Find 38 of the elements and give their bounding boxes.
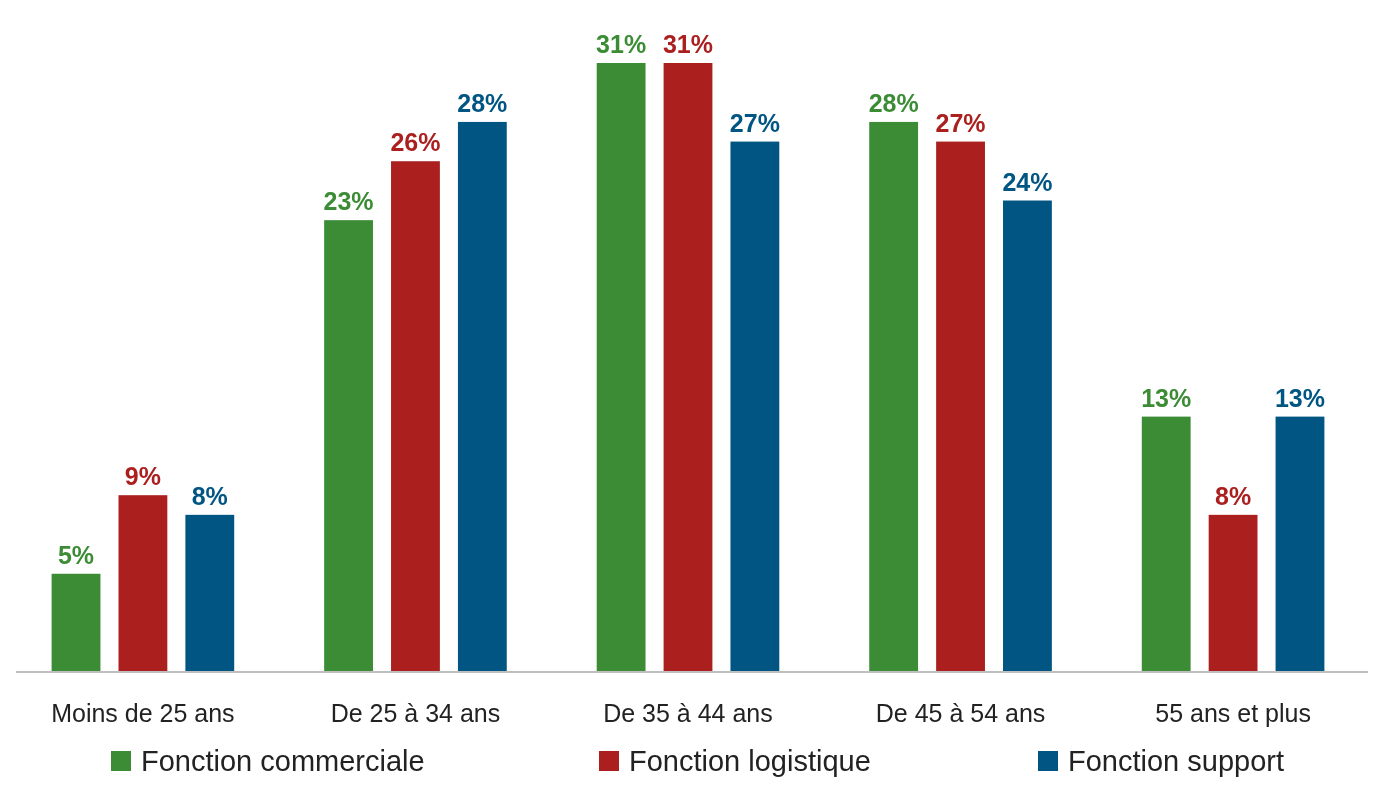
x-tick-label: De 45 à 54 ans xyxy=(875,699,1046,727)
bar xyxy=(869,121,919,672)
data-label: 27% xyxy=(935,108,986,137)
bar xyxy=(663,63,713,672)
x-tick-label: De 35 à 44 ans xyxy=(603,699,773,727)
data-label: 31% xyxy=(596,30,647,58)
bar xyxy=(185,514,235,672)
data-label: 13% xyxy=(1274,383,1325,412)
bar xyxy=(1141,416,1191,672)
x-tick-label: 55 ans et plus xyxy=(1155,699,1311,727)
x-tick-label: De 25 à 34 ans xyxy=(330,699,501,727)
data-label: 24% xyxy=(1002,167,1053,196)
data-label: 27% xyxy=(729,108,780,137)
bar xyxy=(596,63,646,672)
legend-label: Fonction support xyxy=(1068,745,1285,777)
x-tick-label: Moins de 25 ans xyxy=(51,699,235,727)
bar xyxy=(1275,416,1325,672)
bar xyxy=(936,141,985,672)
data-label: 23% xyxy=(323,187,374,216)
data-label: 13% xyxy=(1141,383,1192,412)
bar xyxy=(1003,200,1052,672)
bar xyxy=(118,495,168,672)
bar xyxy=(51,573,101,672)
data-label: 28% xyxy=(457,88,508,117)
data-label: 26% xyxy=(390,128,441,157)
data-label: 8% xyxy=(1215,481,1252,510)
data-label: 5% xyxy=(57,540,95,569)
bar xyxy=(730,141,780,672)
bar xyxy=(457,121,507,672)
data-label: 8% xyxy=(191,481,228,510)
legend-label: Fonction logistique xyxy=(629,745,871,777)
bar xyxy=(1208,514,1258,672)
data-label: 9% xyxy=(124,462,161,491)
data-label: 28% xyxy=(868,88,919,117)
bar xyxy=(324,220,373,672)
legend-label: Fonction commerciale xyxy=(141,745,425,777)
bar xyxy=(391,161,440,672)
data-label: 31% xyxy=(662,30,714,58)
